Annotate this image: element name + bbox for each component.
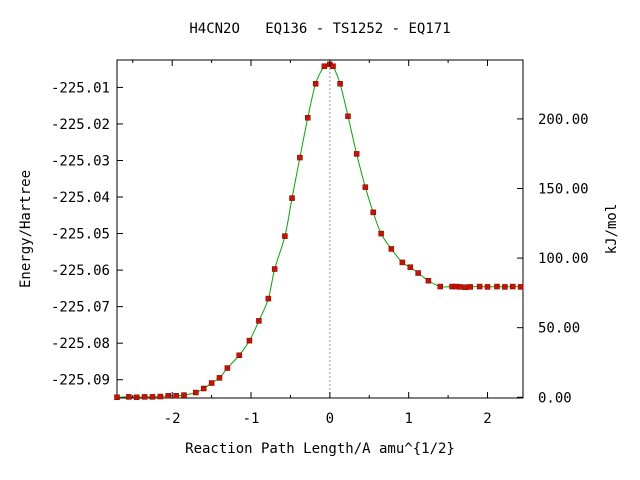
data-point-41 xyxy=(457,284,463,290)
y-tick-label-0: -225.01 xyxy=(51,80,110,96)
x-axis: -2 -1 0 1 2 xyxy=(132,60,492,427)
data-point-43 xyxy=(467,284,473,290)
data-point-15 xyxy=(246,337,253,344)
data-point-4 xyxy=(149,394,156,400)
y2-tick-label-2: 100.00 xyxy=(538,251,589,267)
x-tick-label-4: 2 xyxy=(483,411,491,427)
data-point-10 xyxy=(200,385,207,392)
data-point-1 xyxy=(126,394,132,400)
y2-tick-label-1: 50.00 xyxy=(538,321,580,337)
data-point-7 xyxy=(173,393,179,399)
plot-frame xyxy=(116,59,524,399)
data-point-37 xyxy=(425,277,432,284)
data-point-18 xyxy=(271,266,278,272)
y-tick-label-7: -225.08 xyxy=(51,336,110,352)
data-point-3 xyxy=(141,394,148,400)
data-point-45 xyxy=(484,284,491,290)
data-point-23 xyxy=(312,81,319,87)
y-tick-label-5: -225.06 xyxy=(51,263,110,279)
data-point-16 xyxy=(256,318,262,324)
data-point-27 xyxy=(337,81,343,87)
data-point-29 xyxy=(353,151,360,157)
data-point-24 xyxy=(321,63,328,69)
data-point-47 xyxy=(502,284,508,290)
data-point-2 xyxy=(133,394,140,401)
y-axis-label-left: Energy/Hartree xyxy=(18,170,34,288)
energy-curve-line xyxy=(116,63,521,398)
data-point-30 xyxy=(362,184,369,190)
data-point-28 xyxy=(345,113,351,120)
data-point-35 xyxy=(407,264,414,270)
x-tick-label-1: -1 xyxy=(243,411,260,427)
data-point-38 xyxy=(437,283,443,290)
x-tick-label-3: 1 xyxy=(404,411,412,427)
data-point-32 xyxy=(378,230,384,237)
data-point-49 xyxy=(517,284,524,290)
y-axis-label-right: kJ/mol xyxy=(604,204,620,255)
data-point-17 xyxy=(265,295,272,302)
data-point-42 xyxy=(462,284,469,291)
x-tick-label-2: 0 xyxy=(326,411,334,427)
data-point-0 xyxy=(114,394,120,401)
data-point-31 xyxy=(370,209,376,216)
y-tick-label-2: -225.03 xyxy=(51,153,110,169)
data-point-14 xyxy=(236,352,242,358)
data-point-21 xyxy=(297,154,303,161)
data-point-5 xyxy=(157,393,164,400)
data-point-36 xyxy=(415,270,421,276)
y-axis-left: -225.01 -225.02 -225.03 -225.04 -225.05 -225.… xyxy=(51,80,123,389)
data-point-13 xyxy=(224,365,231,371)
data-point-26 xyxy=(330,63,336,69)
energy-curve xyxy=(116,63,521,398)
data-points xyxy=(114,61,524,401)
data-point-44 xyxy=(476,283,483,290)
data-point-19 xyxy=(282,233,288,239)
data-point-11 xyxy=(208,380,215,386)
data-point-6 xyxy=(165,393,171,399)
data-point-33 xyxy=(388,246,395,252)
y-tick-label-3: -225.04 xyxy=(51,190,110,206)
data-point-22 xyxy=(305,114,311,121)
y-tick-label-1: -225.02 xyxy=(51,117,110,133)
y-tick-label-6: -225.07 xyxy=(51,300,110,316)
data-point-46 xyxy=(494,283,500,290)
y-tick-label-4: -225.05 xyxy=(51,227,110,243)
data-point-34 xyxy=(399,259,406,266)
data-point-48 xyxy=(510,283,516,290)
y2-tick-label-0: 0.00 xyxy=(538,390,572,406)
chart-title: H4CN2O EQ136 - TS1252 - EQ171 xyxy=(189,21,450,37)
y2-tick-label-3: 150.00 xyxy=(538,182,589,198)
plot-area-border xyxy=(116,59,524,399)
data-point-9 xyxy=(193,389,199,396)
y-axis-right: 0.00 50.00 100.00 150.00 200.00 xyxy=(517,112,589,406)
data-point-12 xyxy=(216,375,223,381)
x-axis-label: Reaction Path Length/A amu^{1/2} xyxy=(185,441,455,457)
x-tick-label-0: -2 xyxy=(164,411,181,427)
data-point-20 xyxy=(289,195,295,201)
data-point-8 xyxy=(181,392,187,398)
y2-tick-label-4: 200.00 xyxy=(538,112,589,128)
y-tick-label-8: -225.09 xyxy=(51,373,110,389)
